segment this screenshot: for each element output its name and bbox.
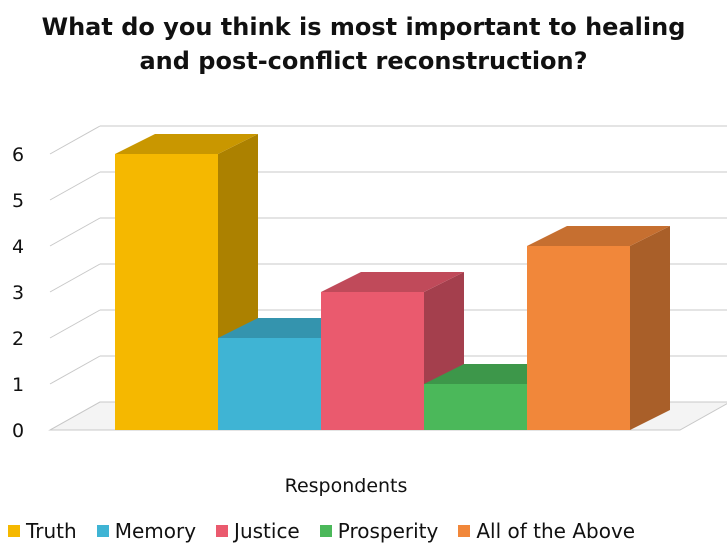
- bar-top: [527, 226, 670, 246]
- legend-swatch: [8, 525, 20, 537]
- legend-label: Prosperity: [337, 519, 439, 543]
- gridline-side: [49, 401, 101, 431]
- y-tick-label: 0: [12, 420, 24, 442]
- y-tick-label: 1: [12, 374, 24, 396]
- bar-front: [321, 292, 424, 430]
- legend: Truth Memory Justice Prosperity All of the A…: [8, 516, 635, 546]
- chart-title: What do you think is most important to h…: [0, 10, 727, 78]
- y-tick-label: 3: [12, 282, 24, 304]
- chart-title-line-2: and post-conflict reconstruction?: [139, 47, 588, 75]
- legend-item: Memory: [96, 519, 197, 543]
- bar-front: [218, 338, 321, 430]
- gridline-side: [49, 217, 101, 247]
- bar-front: [424, 384, 527, 430]
- x-axis-label: Respondents: [285, 475, 408, 497]
- gridline-side: [49, 171, 101, 201]
- legend-label: Memory: [114, 519, 197, 543]
- bar-front: [115, 154, 218, 430]
- legend-label: Justice: [234, 519, 300, 543]
- gridline-side: [49, 309, 101, 339]
- legend-label: All of the Above: [476, 519, 636, 543]
- bar-truth: [115, 134, 258, 430]
- legend-item: Truth: [8, 519, 77, 543]
- legend-item: All of the Above: [458, 519, 635, 543]
- gridline-side: [49, 263, 101, 293]
- legend-swatch: [319, 525, 332, 537]
- legend-swatch: [96, 525, 109, 537]
- bar-front: [527, 246, 630, 430]
- y-tick-label: 5: [12, 190, 24, 212]
- bar-top: [115, 134, 258, 154]
- legend-item: Prosperity: [319, 519, 439, 543]
- legend-item: Justice: [216, 519, 300, 543]
- gridline-side: [49, 355, 101, 385]
- chart-title-line-1: What do you think is most important to h…: [41, 13, 686, 41]
- bars: [115, 134, 670, 430]
- legend-swatch: [458, 525, 471, 537]
- legend-label: Truth: [26, 519, 77, 543]
- bar-top: [321, 272, 464, 292]
- legend-swatch: [216, 525, 229, 537]
- gridline-side: [49, 125, 101, 155]
- y-tick-label: 4: [12, 236, 24, 258]
- bar-all-of-the-above: [527, 226, 670, 430]
- bar-side: [630, 226, 670, 430]
- y-tick-label: 6: [12, 144, 24, 166]
- y-tick-label: 2: [12, 328, 24, 350]
- y-axis-ticks: 0 1 2 3 4 5 6: [12, 144, 24, 442]
